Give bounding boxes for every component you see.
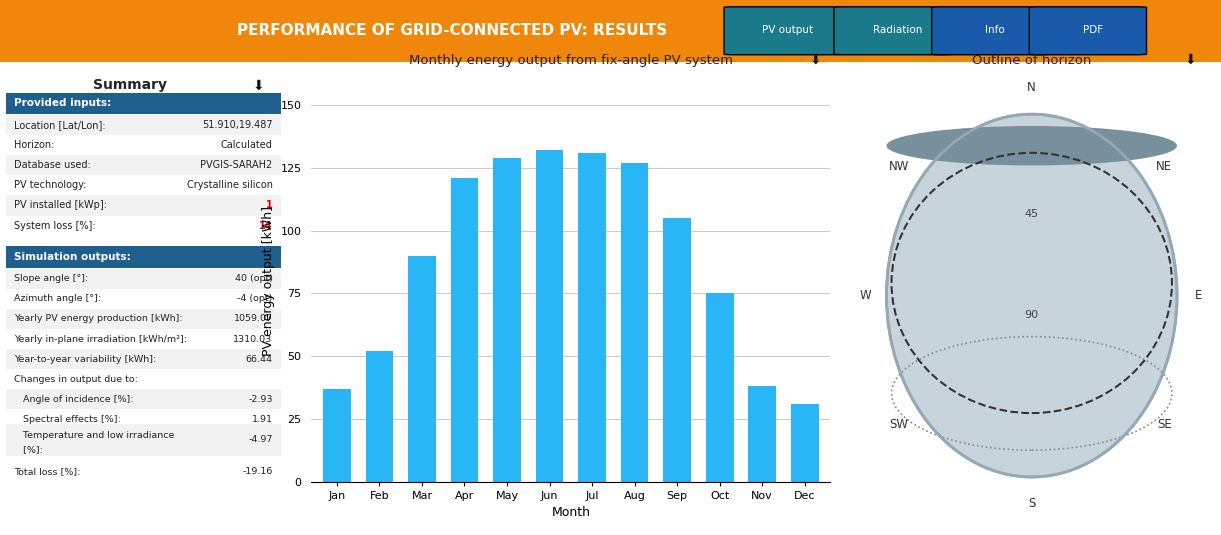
- Ellipse shape: [886, 126, 1177, 165]
- Text: Slope angle [°]:: Slope angle [°]:: [15, 274, 89, 283]
- Bar: [536, 150, 563, 482]
- Bar: [6, 289, 281, 309]
- Text: 90: 90: [1024, 310, 1039, 319]
- Text: NE: NE: [1156, 160, 1172, 173]
- Text: ⬇: ⬇: [253, 78, 265, 93]
- Text: N: N: [1027, 81, 1037, 94]
- Bar: [6, 247, 281, 268]
- Bar: [6, 216, 281, 235]
- Text: PDF: PDF: [1083, 25, 1103, 35]
- Text: SW: SW: [890, 418, 908, 431]
- FancyBboxPatch shape: [834, 7, 951, 55]
- Bar: [6, 175, 281, 195]
- FancyBboxPatch shape: [724, 7, 841, 55]
- Text: Horizon:: Horizon:: [15, 140, 55, 150]
- Ellipse shape: [886, 114, 1177, 477]
- Bar: [6, 155, 281, 175]
- Text: Angle of incidence [%]:: Angle of incidence [%]:: [15, 395, 134, 404]
- Text: [%]:: [%]:: [15, 445, 43, 454]
- Text: PV installed [kWp]:: PV installed [kWp]:: [15, 201, 107, 210]
- Bar: [6, 195, 281, 216]
- Text: Monthly energy output from fix-angle PV system: Monthly energy output from fix-angle PV …: [409, 54, 734, 67]
- Text: Outline of horizon: Outline of horizon: [972, 54, 1092, 67]
- Text: -2.93: -2.93: [248, 395, 272, 404]
- Text: Simulation outputs:: Simulation outputs:: [15, 252, 131, 262]
- Text: SE: SE: [1158, 418, 1172, 431]
- Text: Summary: Summary: [93, 78, 167, 93]
- Text: Spectral effects [%]:: Spectral effects [%]:: [15, 415, 121, 424]
- X-axis label: Month: Month: [552, 506, 590, 519]
- Text: PV technology:: PV technology:: [15, 180, 87, 190]
- Text: Yearly PV energy production [kWh]:: Yearly PV energy production [kWh]:: [15, 315, 183, 324]
- Text: -19.16: -19.16: [242, 468, 272, 476]
- Text: 1: 1: [266, 201, 272, 210]
- Bar: [6, 329, 281, 349]
- Bar: [620, 163, 648, 482]
- Bar: [6, 462, 281, 482]
- Bar: [706, 293, 734, 482]
- Text: Year-to-year variability [kWh]:: Year-to-year variability [kWh]:: [15, 355, 156, 364]
- Bar: [324, 389, 350, 482]
- Text: Changes in output due to:: Changes in output due to:: [15, 375, 138, 384]
- Text: Crystalline silicon: Crystalline silicon: [187, 180, 272, 190]
- Text: 1.91: 1.91: [252, 415, 272, 424]
- Text: Azimuth angle [°]:: Azimuth angle [°]:: [15, 294, 101, 303]
- Bar: [6, 115, 281, 135]
- Text: Temperature and low irradiance: Temperature and low irradiance: [15, 431, 175, 440]
- Bar: [6, 309, 281, 329]
- Text: Yearly in-plane irradiation [kWh/m²]:: Yearly in-plane irradiation [kWh/m²]:: [15, 334, 187, 343]
- Bar: [408, 256, 436, 482]
- Text: 1310.03: 1310.03: [233, 334, 272, 343]
- FancyBboxPatch shape: [932, 7, 1049, 55]
- Bar: [6, 93, 281, 114]
- Text: 51.910,19.487: 51.910,19.487: [201, 120, 272, 130]
- Text: 45: 45: [1024, 209, 1039, 219]
- Text: 66.44: 66.44: [245, 355, 272, 364]
- Bar: [6, 424, 281, 456]
- Bar: [663, 218, 691, 482]
- Text: System loss [%]:: System loss [%]:: [15, 220, 96, 231]
- Text: Database used:: Database used:: [15, 160, 92, 170]
- Bar: [6, 409, 281, 430]
- Bar: [6, 369, 281, 389]
- Text: Radiation: Radiation: [873, 25, 922, 35]
- Bar: [451, 178, 479, 482]
- Text: W: W: [860, 289, 871, 302]
- Bar: [6, 349, 281, 369]
- Text: Total loss [%]:: Total loss [%]:: [15, 468, 81, 476]
- Text: -4 (opt): -4 (opt): [237, 294, 272, 303]
- Bar: [579, 153, 606, 482]
- Y-axis label: PV energy output [kWh]: PV energy output [kWh]: [263, 206, 275, 356]
- Text: Calculated: Calculated: [221, 140, 272, 150]
- Bar: [791, 404, 818, 482]
- Text: PV output: PV output: [762, 25, 813, 35]
- Text: ⬇: ⬇: [810, 53, 822, 67]
- Text: PVGIS-SARAH2: PVGIS-SARAH2: [200, 160, 272, 170]
- Text: PERFORMANCE OF GRID-CONNECTED PV: RESULTS: PERFORMANCE OF GRID-CONNECTED PV: RESULT…: [237, 23, 667, 39]
- Bar: [6, 389, 281, 409]
- Text: 40 (opt): 40 (opt): [234, 274, 272, 283]
- Text: E: E: [1195, 289, 1203, 302]
- Bar: [493, 158, 521, 482]
- Bar: [6, 269, 281, 289]
- Text: -4.97: -4.97: [248, 435, 272, 444]
- Text: S: S: [1028, 498, 1035, 510]
- Text: Location [Lat/Lon]:: Location [Lat/Lon]:: [15, 120, 106, 130]
- Text: ⬇: ⬇: [1184, 53, 1197, 67]
- Text: 14: 14: [259, 220, 272, 231]
- FancyBboxPatch shape: [1029, 7, 1147, 55]
- Bar: [365, 351, 393, 482]
- Bar: [6, 135, 281, 155]
- Text: 1059.07: 1059.07: [233, 315, 272, 324]
- Text: Info: Info: [985, 25, 1005, 35]
- Text: Provided inputs:: Provided inputs:: [15, 98, 111, 109]
- Bar: [748, 386, 777, 482]
- Text: NW: NW: [889, 160, 910, 173]
